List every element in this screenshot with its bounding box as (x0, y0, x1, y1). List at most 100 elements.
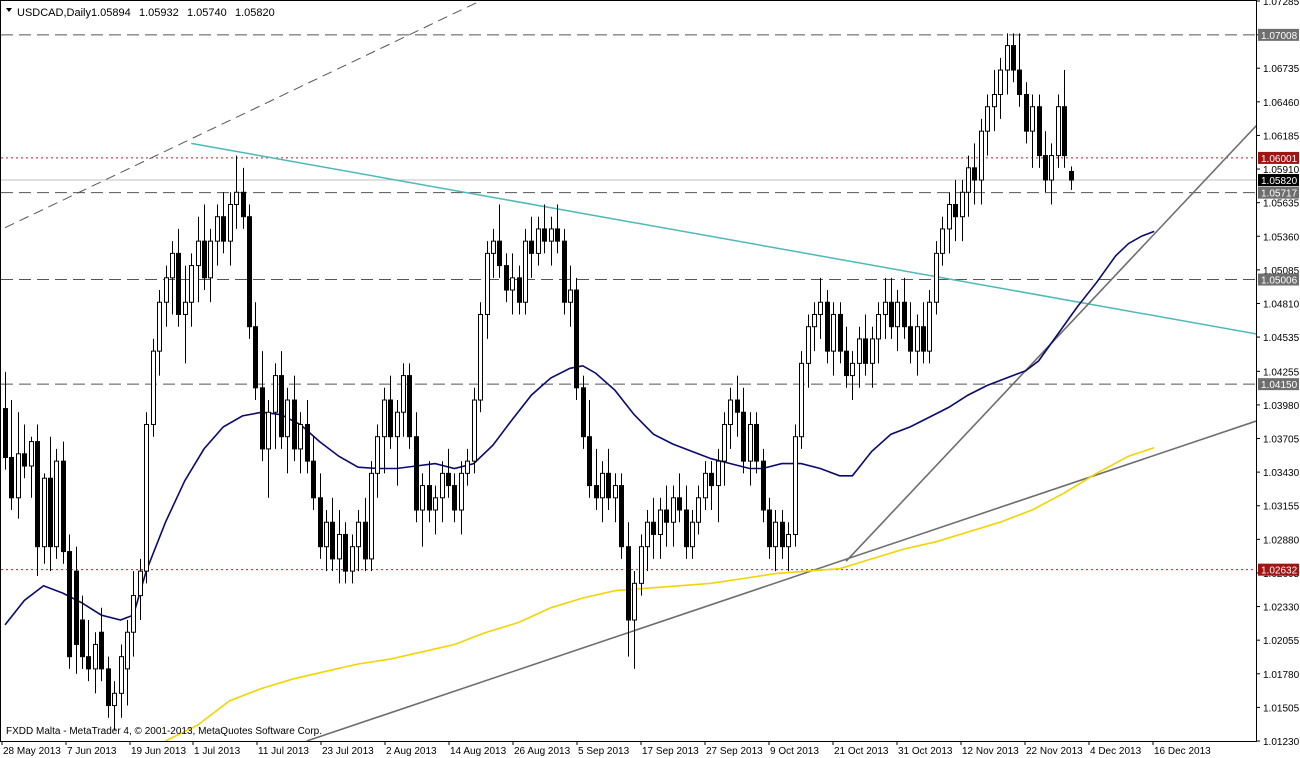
candle-body (131, 595, 136, 633)
candle-body (998, 69, 1003, 95)
candle-body (382, 399, 387, 438)
x-tick-label: 1 Jul 2013 (194, 746, 241, 757)
candle-body (388, 399, 393, 438)
y-tick-label: 1.04535 (1263, 333, 1300, 344)
candle-body (1069, 170, 1074, 181)
candle-body (825, 301, 830, 352)
candle (838, 302, 843, 364)
moving-averages (4, 230, 1155, 741)
candle (844, 326, 849, 388)
candle-body (67, 551, 72, 658)
candle (857, 326, 862, 388)
collapse-triangle-icon[interactable] (6, 8, 12, 12)
price-tag-label: 1.05717 (1261, 189, 1298, 200)
candle (1030, 94, 1035, 168)
y-tick-label: 1.06460 (1263, 98, 1300, 109)
candle-body (844, 350, 849, 377)
candle (581, 375, 586, 449)
candle-body (1005, 45, 1010, 71)
candle (285, 387, 290, 474)
price-tag-box (1258, 151, 1299, 164)
x-tick-label: 16 Dec 2013 (1154, 746, 1211, 757)
candle-body (241, 191, 246, 218)
candle-body (119, 656, 124, 694)
candle-body (330, 521, 335, 560)
candle-body (440, 472, 445, 499)
candle (369, 461, 374, 572)
candle (241, 167, 246, 229)
x-tick-label: 21 Oct 2013 (834, 746, 889, 757)
candle-body (176, 252, 181, 315)
candle-body (1011, 45, 1016, 71)
candle (337, 510, 342, 584)
candle (356, 510, 361, 572)
candle-body (138, 570, 143, 597)
candle-body (806, 326, 811, 364)
candle (902, 277, 907, 339)
candle-body (1017, 69, 1022, 95)
price-tag: 1.05006 (1258, 273, 1299, 287)
candle-body (446, 472, 451, 487)
candle-body (639, 546, 644, 584)
candle (741, 387, 746, 474)
candle-body (1030, 106, 1035, 132)
symbol-title: USDCAD,Daily (17, 7, 91, 19)
y-tick-label: 1.03705 (1263, 435, 1300, 446)
candle-body (485, 252, 490, 315)
price-tag: 1.06001 (1258, 151, 1299, 165)
candle (825, 290, 830, 364)
candle (414, 412, 419, 523)
candle (606, 448, 611, 511)
candle-body (658, 509, 663, 535)
candle-body (780, 521, 785, 548)
candle-body (279, 375, 284, 438)
candle-body (22, 453, 27, 467)
candle (305, 400, 310, 474)
candle (273, 363, 278, 449)
candle (363, 497, 368, 572)
candle (189, 253, 194, 327)
candle-body (215, 216, 220, 242)
candle-body (850, 362, 855, 377)
y-tick-label: 1.07285 (1263, 0, 1300, 8)
x-tick-label: 28 May 2013 (3, 746, 61, 757)
candle-body (536, 228, 541, 254)
candle (947, 192, 952, 254)
candle-body (183, 301, 188, 315)
candle-body (151, 350, 156, 425)
candle-body (478, 313, 483, 401)
candle (587, 400, 592, 498)
y-tick-label: 1.02330 (1263, 603, 1300, 614)
candle-body (703, 472, 708, 499)
candle (440, 461, 445, 523)
candle (106, 656, 111, 718)
candle-body (86, 656, 91, 670)
candle (1056, 94, 1061, 168)
candle-body (497, 240, 502, 267)
candle (953, 180, 958, 242)
y-tick-label: 1.01230 (1263, 737, 1300, 748)
price-tag-label: 1.05006 (1261, 276, 1298, 287)
candle (985, 94, 990, 156)
candle (459, 461, 464, 535)
x-tick-label: 7 Jun 2013 (67, 746, 117, 757)
y-tick-label: 1.06185 (1263, 131, 1300, 142)
x-tick-label: 27 Sep 2013 (706, 746, 763, 757)
x-tick-label: 22 Nov 2013 (1026, 746, 1083, 757)
candle (806, 314, 811, 388)
candle (504, 253, 509, 303)
x-tick-label: 31 Oct 2013 (898, 746, 953, 757)
candle-body (202, 240, 207, 279)
candle-body (741, 411, 746, 462)
candle (330, 497, 335, 572)
candle (54, 448, 59, 559)
candle-body (985, 106, 990, 132)
candle (831, 302, 836, 376)
candle-body (266, 411, 271, 450)
candle (202, 204, 207, 291)
candle-body (273, 375, 278, 413)
candle (664, 485, 669, 547)
candle-body (112, 692, 117, 707)
candle-body (433, 497, 438, 511)
